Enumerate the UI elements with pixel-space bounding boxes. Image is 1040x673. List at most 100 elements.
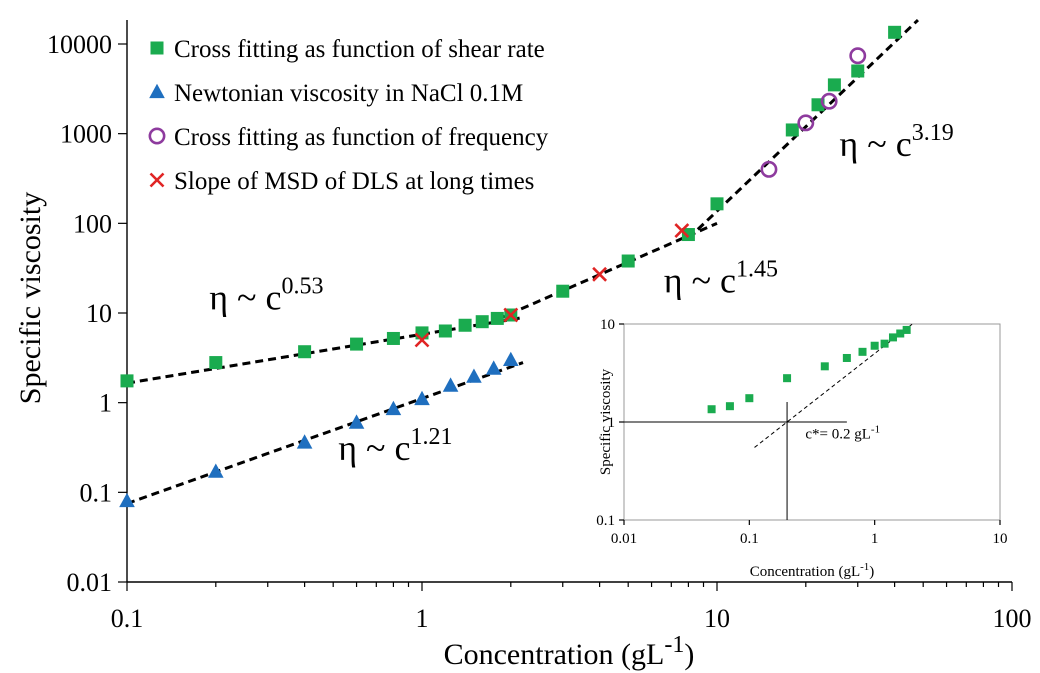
main-annotations: η ~ c0.53η ~ c1.21η ~ c1.45η ~ c3.19: [209, 120, 953, 468]
slope-annotation: η ~ c1.45: [664, 256, 778, 300]
main-x-tick-label: 1: [416, 604, 429, 633]
slope-annotation-exponent: 0.53: [282, 273, 324, 299]
main-point-triangle: [485, 360, 502, 375]
legend-marker-cross-stroke-b: [149, 172, 165, 188]
main-point-square: [681, 228, 695, 242]
main-point-square: [298, 345, 312, 359]
main-point-cross: [503, 307, 519, 323]
inset-x-tick-label: 0.1: [740, 531, 759, 547]
inset-point-square: [745, 394, 754, 403]
main-point-triangle: [385, 400, 402, 416]
main-y-axis-title: Specific viscosity: [14, 192, 47, 404]
slope-annotation: η ~ c1.21: [338, 424, 452, 468]
inset-x-tick-label: 10: [993, 531, 1008, 547]
main-point-square: [120, 374, 134, 388]
slope-annotation: η ~ c0.53: [209, 273, 323, 317]
slope-annotation-base: η ~ c: [209, 277, 281, 317]
main-y-tick-label: 1: [99, 389, 112, 418]
inset-fit-line: [754, 323, 913, 448]
main-y-tick-label: 10000: [47, 30, 112, 59]
main-point-triangle: [503, 351, 519, 367]
inset-point-square: [888, 333, 897, 342]
main-point-triangle: [208, 463, 224, 478]
main-point-triangle: [348, 414, 365, 429]
inset-point-square: [783, 374, 792, 383]
inset-x-axis-title: Concentration (gL-1): [750, 561, 875, 580]
main-point-circle: [820, 92, 838, 110]
main-point-circle: [760, 160, 778, 178]
main-y-tick-label: 0.1: [80, 478, 113, 507]
main-point-cross: [592, 266, 608, 282]
main-x-axis-title: Concentration (gL-1): [444, 632, 695, 671]
main-point-square: [710, 197, 724, 211]
main-point-square: [851, 64, 865, 78]
main-point-cross-stroke-b: [674, 223, 690, 239]
inset-y-tick-label: 0.1: [596, 513, 615, 529]
legend-marker-triangle: [149, 83, 165, 99]
main-y-tick-label: 10: [86, 299, 112, 328]
main-point-square: [827, 78, 841, 92]
main-data-points: [119, 25, 902, 508]
main-point-triangle: [442, 377, 459, 392]
inset-point-square: [725, 402, 734, 411]
legend-label: Slope of MSD of DLS at long times: [174, 168, 534, 195]
inset-chart: 0.01 0.1 1 10 0.1 1 10 Concentration (gL-1) Sp…: [596, 317, 1007, 580]
slope-annotation: η ~ c3.19: [839, 120, 953, 164]
main-y-tick-label: 100: [73, 209, 112, 238]
main-point-cross: [414, 332, 430, 348]
inset-point-square: [820, 362, 829, 371]
inset-x-tick-label: 1: [871, 531, 879, 547]
slope-annotation-exponent: 3.19: [912, 120, 954, 146]
inset-point-square: [870, 341, 879, 350]
main-x-tick-label: 100: [993, 604, 1032, 633]
slope-annotation-base: η ~ c: [664, 260, 736, 300]
main-point-square: [209, 356, 223, 370]
main-y-tick-label: 1000: [60, 120, 112, 149]
main-point-triangle: [414, 390, 430, 406]
inset-point-square: [707, 405, 716, 414]
slope-annotation-base: η ~ c: [839, 124, 911, 164]
main-x-tick-label: 10: [704, 604, 730, 633]
inset-y-tick-label: 1: [608, 415, 616, 431]
main-point-square: [785, 123, 799, 137]
main-point-circle: [849, 47, 867, 65]
main-fit-line: [496, 221, 718, 321]
main-point-triangle: [119, 492, 135, 508]
main-point-square: [458, 318, 472, 332]
inset-point-square: [880, 339, 889, 348]
legend-marker-square: [150, 41, 164, 55]
main-ticks: 0.1 1 10 100 0.01 0.1 1 10 100 1000 10000: [47, 30, 1032, 633]
main-x-tick-label: 0.1: [111, 604, 144, 633]
main-point-square: [415, 326, 429, 340]
main-point-triangle: [296, 434, 313, 449]
inset-y-tick-label: 10: [600, 317, 615, 333]
main-point-cross-stroke-b: [503, 307, 519, 323]
slope-annotation-exponent: 1.21: [411, 424, 453, 450]
slope-annotation-exponent: 1.45: [736, 256, 778, 282]
main-point-cross-stroke-b: [414, 332, 430, 348]
inset-point-square: [902, 325, 911, 334]
slope-annotation-base: η ~ c: [338, 428, 410, 468]
main-point-triangle: [466, 368, 482, 383]
legend-marker-cross: [149, 172, 165, 188]
inset-x-tick-label: 0.01: [611, 531, 637, 547]
inset-data-points: [707, 325, 911, 414]
inset-cstar-annotation: c*= 0.2 gL-1: [805, 423, 880, 442]
inset-y-axis-title: Specific viscosity: [598, 368, 614, 475]
inset-ticks: 0.01 0.1 1 10 0.1 1 10: [596, 317, 1007, 547]
main-point-square: [475, 315, 489, 329]
legend-marker-circle: [148, 127, 166, 145]
main-point-square: [621, 254, 635, 268]
main-point-cross: [674, 223, 690, 239]
inset-point-square: [858, 347, 867, 356]
legend-label: Cross fitting as function of shear rate: [174, 36, 545, 63]
main-point-square: [490, 311, 504, 325]
main-fit-line: [126, 361, 524, 505]
main-point-square: [386, 331, 400, 345]
main-point-cross-stroke-b: [592, 266, 608, 282]
main-y-tick-label: 0.01: [67, 568, 113, 597]
main-point-circle: [797, 114, 815, 132]
legend: Cross fitting as function of shear rate N…: [148, 36, 549, 195]
legend-label: Newtonian viscosity in NaCl 0.1M: [174, 80, 523, 107]
